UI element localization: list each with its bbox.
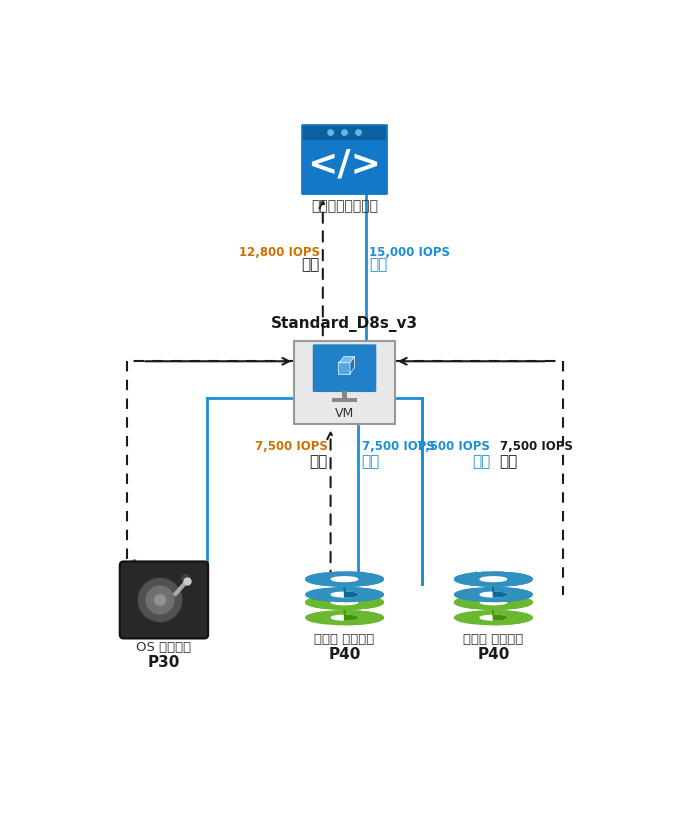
Text: 12,800 IOPS: 12,800 IOPS: [239, 246, 320, 259]
Ellipse shape: [480, 577, 507, 582]
Ellipse shape: [331, 592, 358, 597]
Ellipse shape: [306, 596, 384, 610]
Ellipse shape: [306, 610, 384, 624]
Text: 応答: 応答: [309, 454, 328, 468]
Text: OS ディスク: OS ディスク: [137, 641, 192, 654]
Polygon shape: [339, 357, 355, 363]
Bar: [332, 398, 357, 402]
Polygon shape: [345, 596, 383, 624]
Ellipse shape: [480, 577, 507, 582]
Circle shape: [146, 586, 174, 614]
Bar: [294, 341, 395, 424]
Ellipse shape: [454, 610, 532, 624]
Text: データ ディスク: データ ディスク: [463, 633, 524, 646]
Ellipse shape: [306, 588, 384, 601]
Text: 7,500 IOPS: 7,500 IOPS: [499, 440, 573, 453]
FancyBboxPatch shape: [120, 561, 208, 638]
FancyBboxPatch shape: [301, 124, 388, 195]
FancyBboxPatch shape: [339, 362, 351, 375]
Polygon shape: [493, 596, 532, 624]
Text: 応答: 応答: [302, 257, 320, 272]
Ellipse shape: [480, 615, 507, 620]
Text: </>: </>: [308, 147, 382, 181]
Polygon shape: [493, 572, 532, 601]
Text: 7,500 IOPS: 7,500 IOPS: [254, 440, 328, 453]
Bar: [303, 126, 386, 140]
Circle shape: [342, 130, 347, 135]
Ellipse shape: [454, 588, 532, 601]
Text: P30: P30: [148, 654, 180, 670]
Ellipse shape: [454, 572, 532, 586]
Text: 要求: 要求: [472, 454, 490, 468]
Ellipse shape: [454, 596, 532, 610]
Circle shape: [155, 595, 166, 605]
FancyBboxPatch shape: [313, 344, 376, 392]
Circle shape: [182, 574, 190, 583]
Bar: [342, 391, 347, 398]
Ellipse shape: [331, 577, 358, 582]
Polygon shape: [345, 600, 357, 620]
Ellipse shape: [480, 600, 507, 605]
Ellipse shape: [331, 600, 358, 605]
Text: 7,500 IOPS: 7,500 IOPS: [361, 440, 435, 453]
Polygon shape: [350, 357, 355, 374]
Ellipse shape: [306, 572, 384, 586]
Polygon shape: [345, 577, 357, 597]
Text: P40: P40: [328, 647, 361, 662]
Ellipse shape: [331, 600, 358, 605]
Ellipse shape: [306, 596, 384, 610]
Text: VM: VM: [335, 407, 354, 420]
Ellipse shape: [454, 596, 532, 610]
Circle shape: [328, 130, 333, 135]
Circle shape: [356, 130, 361, 135]
Text: 要求: 要求: [361, 454, 380, 468]
Text: P40: P40: [477, 647, 509, 662]
Text: データ ディスク: データ ディスク: [314, 633, 375, 646]
Text: アプリケーション: アプリケーション: [311, 200, 378, 214]
Ellipse shape: [331, 577, 358, 582]
Ellipse shape: [480, 600, 507, 605]
Text: 15,000 IOPS: 15,000 IOPS: [369, 246, 450, 259]
Polygon shape: [493, 600, 507, 620]
Ellipse shape: [480, 592, 507, 597]
Text: 7,500 IOPS: 7,500 IOPS: [417, 440, 490, 453]
Ellipse shape: [331, 615, 358, 620]
Text: Standard_D8s_v3: Standard_D8s_v3: [271, 316, 418, 332]
Polygon shape: [345, 572, 383, 601]
Text: 応答: 応答: [499, 454, 518, 468]
Ellipse shape: [306, 572, 384, 586]
Ellipse shape: [454, 572, 532, 586]
Polygon shape: [493, 577, 507, 597]
Circle shape: [139, 579, 182, 622]
Text: 要求: 要求: [369, 257, 388, 272]
